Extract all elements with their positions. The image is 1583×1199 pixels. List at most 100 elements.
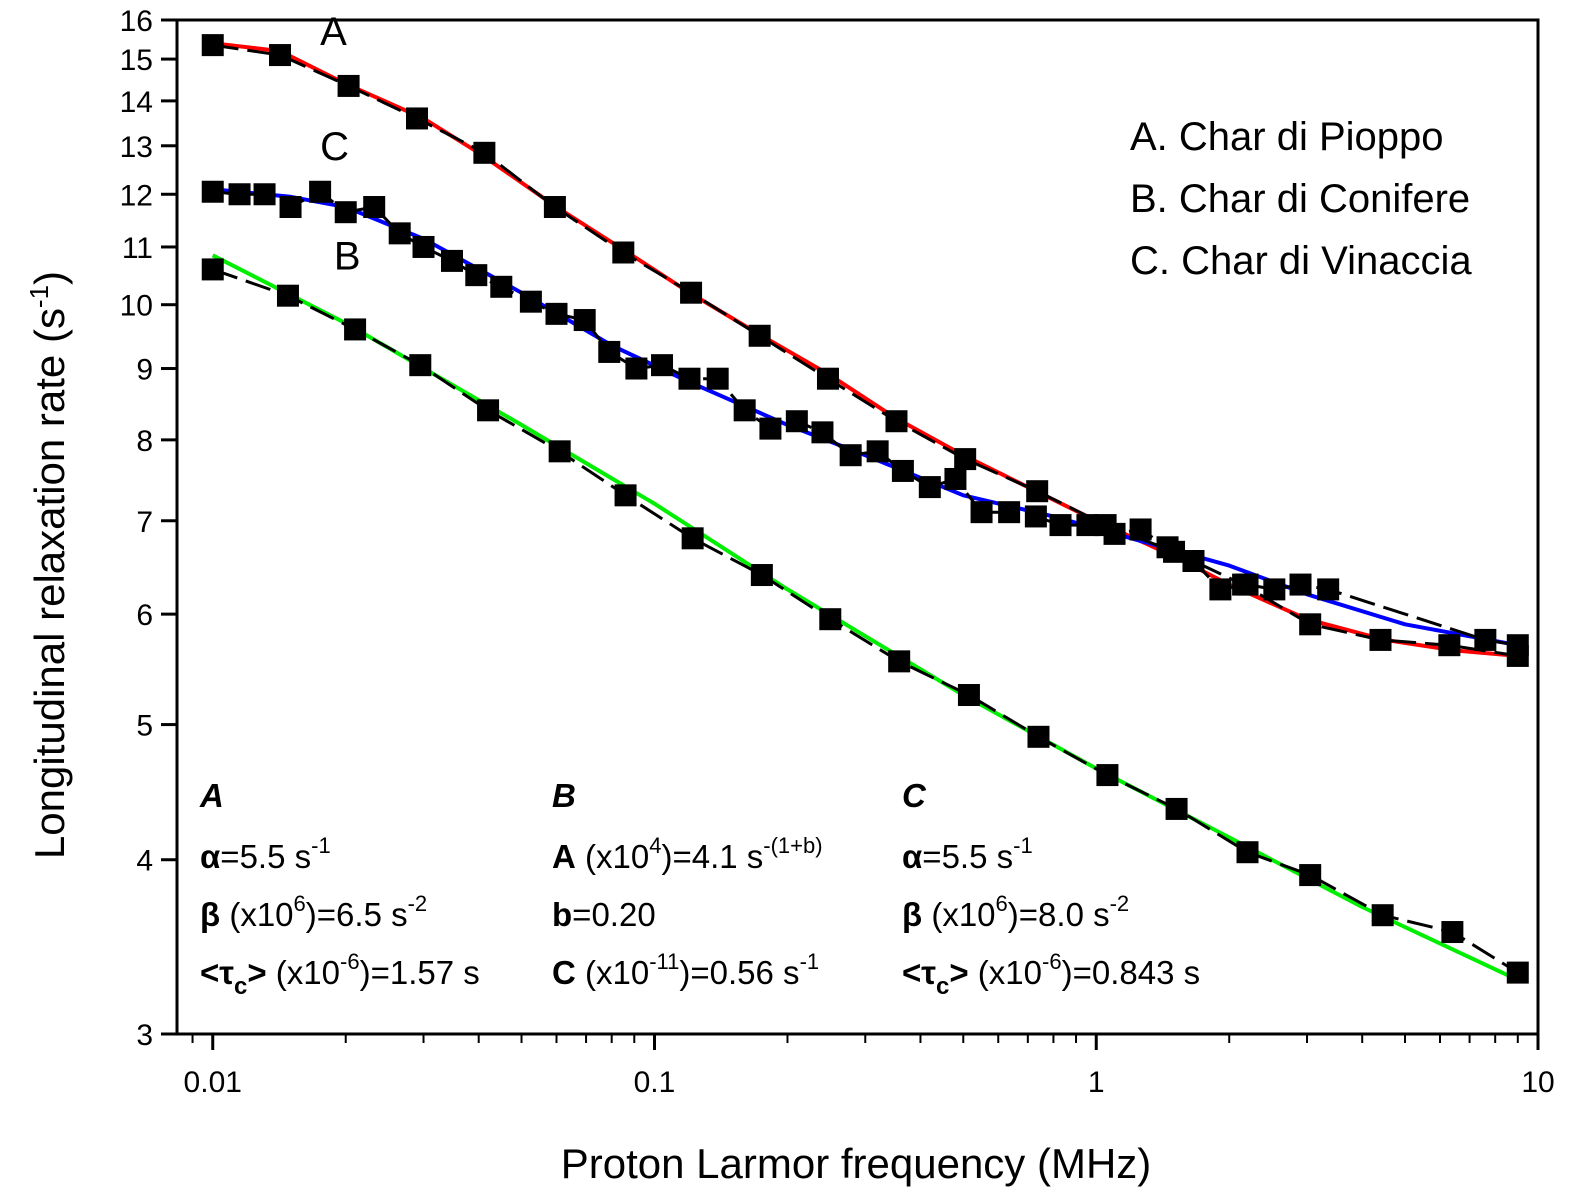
y-tick-label: 14 [120,86,153,119]
series-C-point [785,410,808,433]
series-A-point [885,410,908,433]
series-C-point [545,302,568,325]
series-C-point [733,399,756,422]
param-symbol: A [552,838,576,875]
series-B-point [1165,797,1188,820]
param-block-C-title: C [902,777,927,814]
series-C-point [866,440,889,463]
y-tick-label: 16 [120,5,153,38]
series-B-point [957,684,980,707]
series-A-point [1438,634,1461,657]
data-markers [201,34,1529,984]
series-B-point [477,399,500,422]
param-value: =0.20 [572,896,656,933]
series-B-point [888,650,911,673]
series-C-point [706,367,729,390]
param-value: )=1.57 s [360,954,480,991]
series-A-point [473,141,496,164]
param-block-B-line: C (x10-11)=0.56 s-1 [552,949,819,991]
series-C-point [1182,550,1205,573]
param-symbol-close: > [247,954,266,991]
series-A-point [543,196,566,219]
series-A-point [201,34,224,57]
param-prefix: (x10 [922,896,995,933]
series-A-point [816,367,839,390]
series-A-label: A [320,10,347,54]
series-B-label: B [334,234,361,278]
param-value: =5.5 s [922,838,1013,875]
y-tick-label: 13 [120,131,153,164]
series-C-point [440,249,463,272]
series-C-point [1076,514,1099,537]
y-axis-title-end: ) [26,271,73,285]
series-C-point [1129,518,1152,541]
param-block-A-line: <τc> (x10-6)=1.57 s [200,949,480,1000]
series-C-point [678,367,701,390]
param-block-B-line: A (x104)=4.1 s-(1+b) [552,833,823,875]
series-C-point [759,417,782,440]
series-C-point [253,183,276,206]
param-value: )=6.5 s [306,896,408,933]
series-C-point [519,290,542,313]
series-C-point [465,264,488,287]
series-C-point [839,444,862,467]
series-C-point [970,501,993,524]
param-block-A-line: β (x106)=6.5 s-2 [200,891,427,933]
param-unit-exponent: -2 [1110,891,1130,916]
series-B-point [1506,961,1529,984]
param-prefix: (x10 [220,896,293,933]
series-C-point [1474,628,1497,651]
y-tick-label: 3 [136,1019,153,1052]
series-B-point [1441,921,1464,944]
series-C-point [1317,578,1340,601]
legend-entry: A. Char di Pioppo [1130,115,1444,159]
param-unit-exponent: -(1+b) [763,833,822,858]
series-B-point [750,564,773,587]
y-axis-title-sup: -1 [24,285,54,308]
param-unit-exponent: -2 [408,891,428,916]
series-C-point [490,275,513,298]
param-value: )=0.56 s [679,954,799,991]
param-symbol: C [552,954,576,991]
param-prefix: (x10 [969,954,1042,991]
param-exponent: 6 [294,891,306,916]
param-symbol: <τ [902,954,936,991]
series-C-point [1263,578,1286,601]
curve-labels: A B C [320,10,360,278]
param-block-C-line: α=5.5 s-1 [902,833,1033,875]
y-tick-label: 5 [136,710,153,743]
series-C-point [573,309,596,332]
series-A-point [612,241,635,264]
param-subscript: c [936,973,949,1000]
legend-entry: B. Char di Conifere [1130,177,1470,221]
series-B-point [1236,841,1259,864]
series-C-label: C [320,125,349,169]
series-B-point [409,354,432,377]
series-C-point [1024,505,1047,528]
param-symbol: α [200,838,220,875]
x-tick-label: 0.1 [634,1066,676,1099]
series-A-point [337,74,360,97]
series-C-point [1103,522,1126,545]
param-symbol: α [902,838,922,875]
series-A-point [680,281,703,304]
series-A-point [748,324,771,347]
series-C-point [811,421,834,444]
param-symbol-close: > [949,954,968,991]
param-value: =5.5 s [220,838,311,875]
series-B-fit-line [211,253,1519,982]
y-tick-label: 11 [122,232,153,265]
param-unit-exponent: -1 [1013,833,1033,858]
param-symbol: β [200,896,220,933]
y-axis-title-main: Longitudinal relaxation rate (s [26,308,73,859]
series-B-point [614,484,637,507]
param-prefix: (x10 [267,954,340,991]
param-exponent: -11 [649,949,679,974]
series-A-point [1369,628,1392,651]
param-symbol: b [552,896,572,933]
param-symbol: β [902,896,922,933]
series-C-point [625,357,648,380]
param-prefix: (x10 [576,838,649,875]
param-block-B-line: b=0.20 [552,896,656,933]
series-C-point [598,340,621,363]
